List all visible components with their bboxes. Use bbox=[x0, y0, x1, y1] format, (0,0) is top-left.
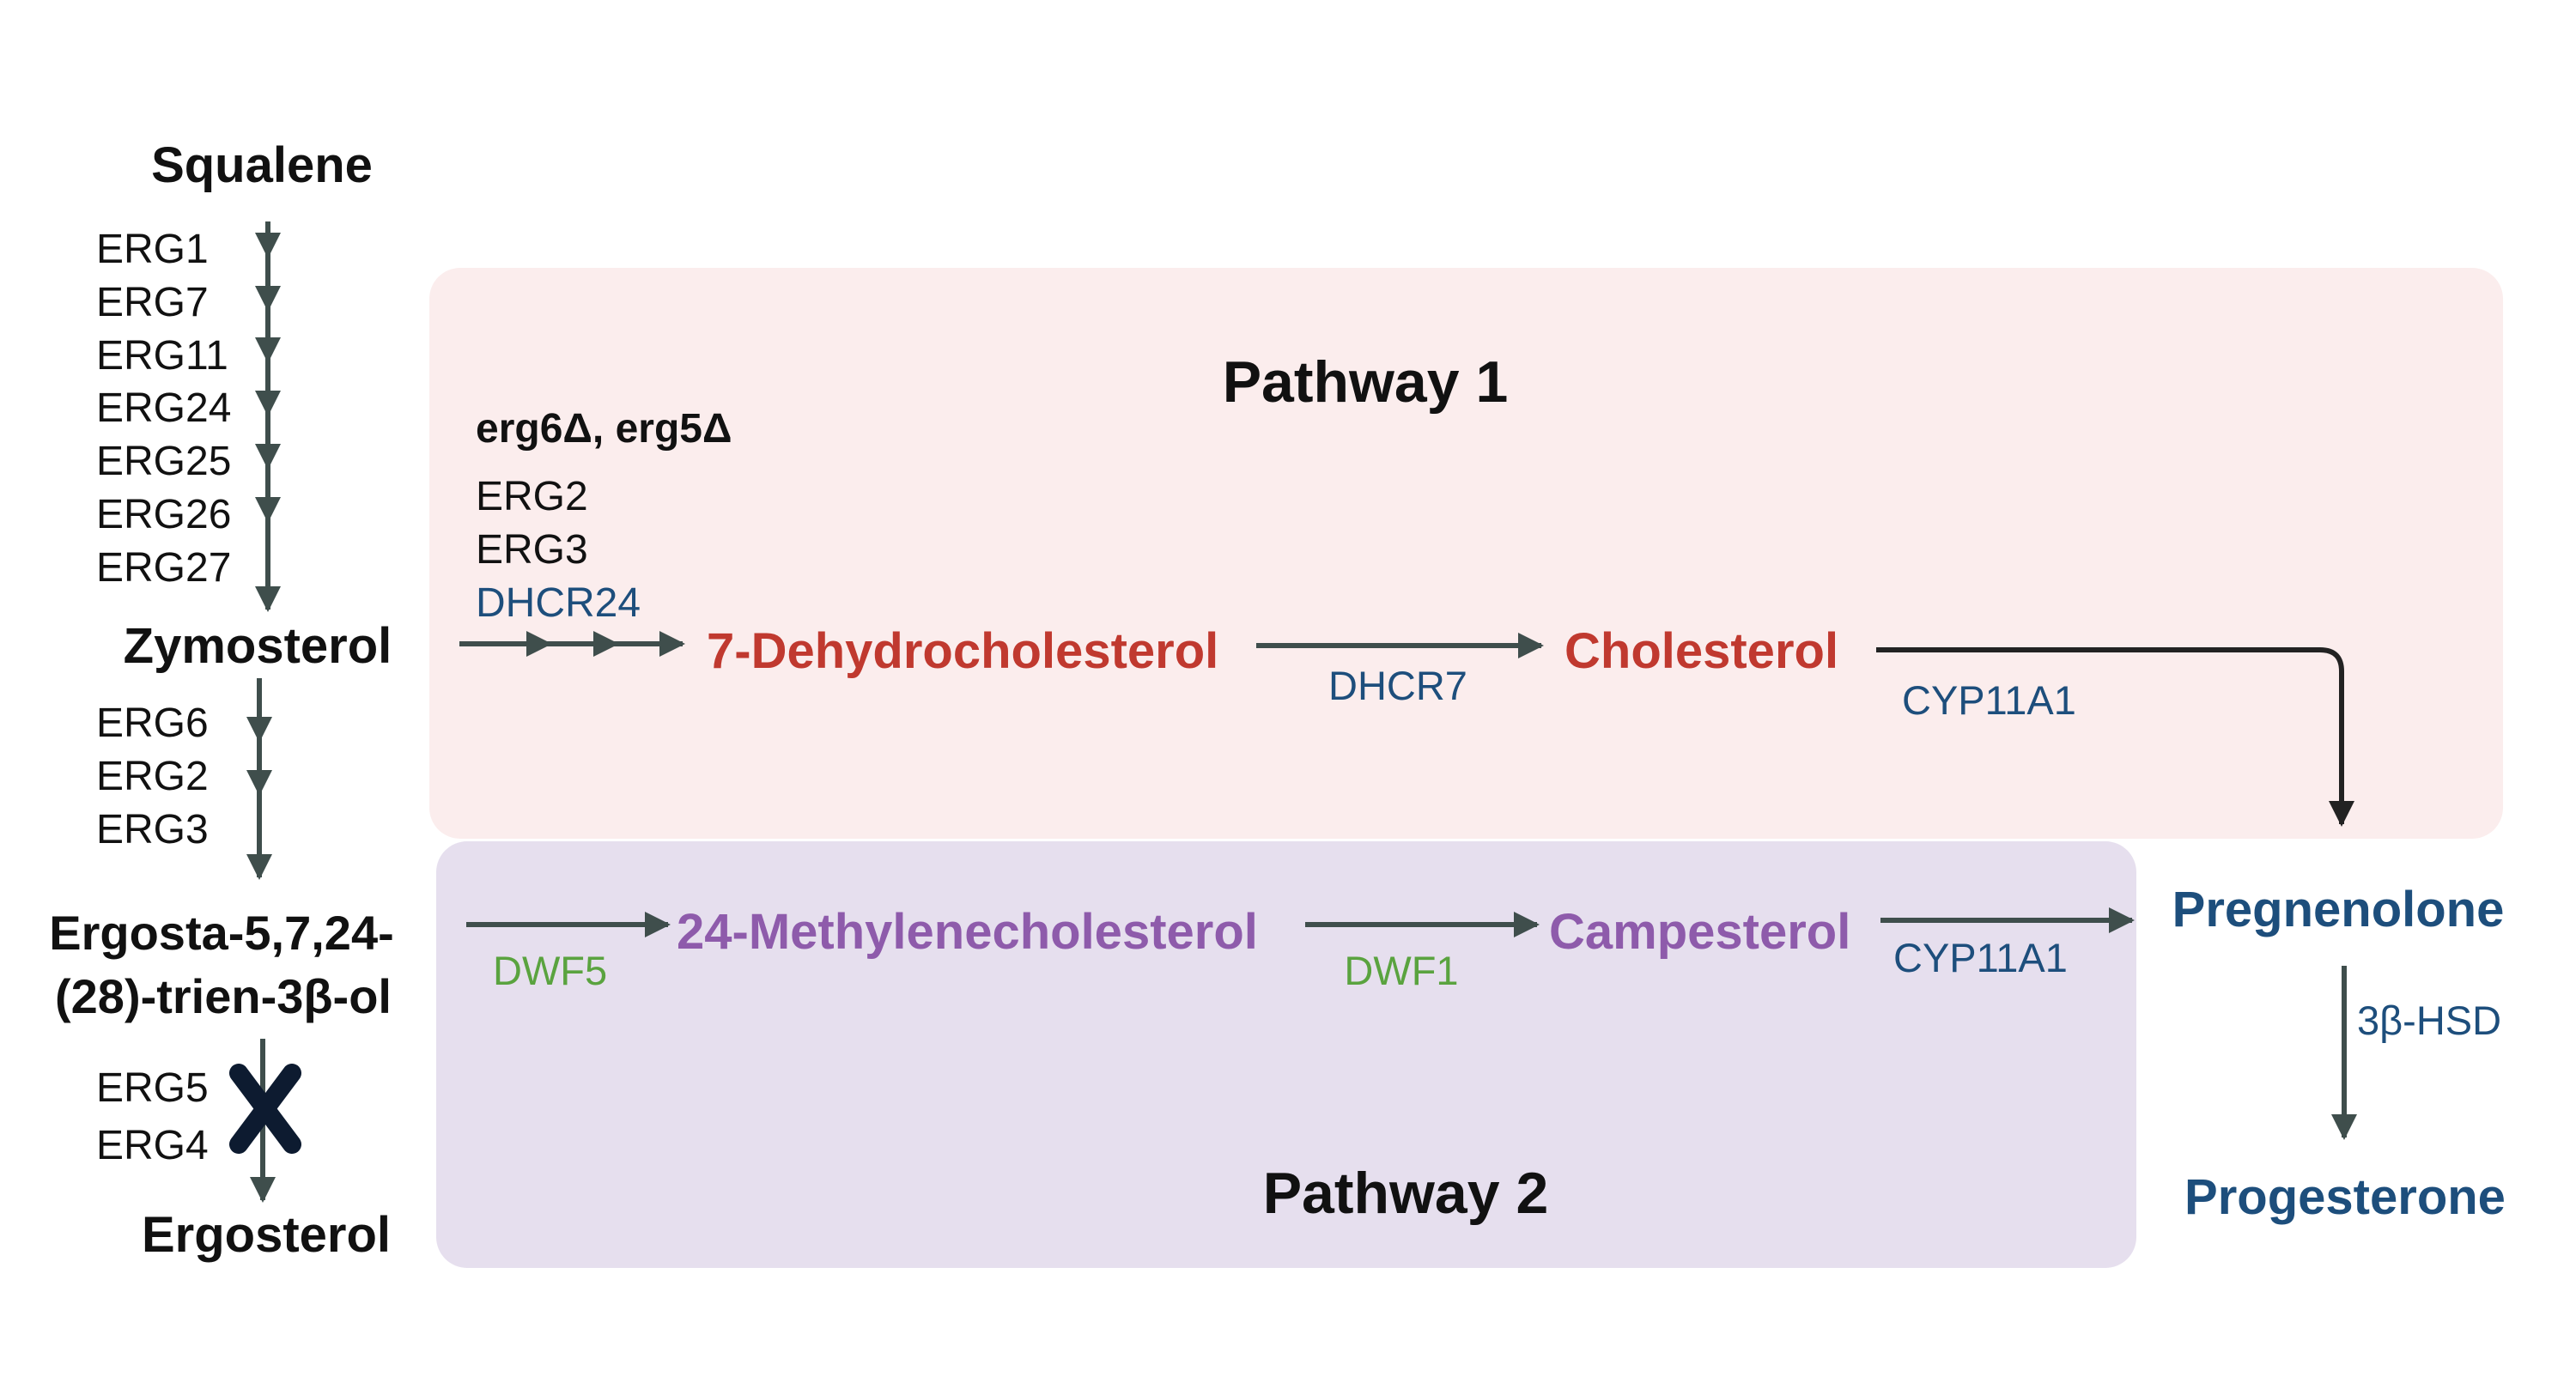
dwf5-label: DWF5 bbox=[493, 948, 607, 993]
hsd-label: 3β-HSD bbox=[2357, 998, 2501, 1043]
campesterol-label: Campesterol bbox=[1549, 904, 1850, 960]
enzyme-erg24: ERG24 bbox=[96, 385, 231, 431]
enzyme-erg7: ERG7 bbox=[96, 280, 209, 325]
ergosterol-label: Ergosterol bbox=[142, 1207, 391, 1263]
top-enzyme-labels: ERG1 ERG7 ERG11 ERG24 ERG25 ERG26 ERG27 bbox=[96, 227, 231, 591]
ergosta-label-line1: Ergosta-5,7,24- bbox=[49, 906, 394, 960]
bottom-enzyme-labels: ERG5 ERG4 bbox=[96, 1065, 209, 1168]
dhcr7-label: DHCR7 bbox=[1328, 663, 1467, 708]
pathway2-panel bbox=[436, 841, 2136, 1268]
enzyme-erg4: ERG4 bbox=[96, 1123, 209, 1168]
cholesterol-to-pregnenolone-arrow bbox=[1876, 647, 2354, 827]
dehydrocholesterol-label: 7-Dehydrocholesterol bbox=[707, 623, 1218, 679]
enzyme-erg11: ERG11 bbox=[96, 333, 228, 379]
pathway1-cyp11a1-label: CYP11A1 bbox=[1902, 677, 2076, 723]
zymosterol-label: Zymosterol bbox=[124, 618, 392, 674]
pathway1-enzyme-erg3: ERG3 bbox=[476, 527, 588, 573]
pathway1-enzyme-dhcr24: DHCR24 bbox=[476, 580, 641, 626]
mid-enzyme-labels: ERG6 ERG2 ERG3 bbox=[96, 701, 209, 852]
pathway2-cyp11a1-label: CYP11A1 bbox=[1893, 935, 2068, 980]
enzyme-erg25: ERG25 bbox=[96, 439, 231, 484]
pathway1-title: Pathway 1 bbox=[1223, 349, 1509, 415]
pathway1-knockout: erg6Δ, erg5Δ bbox=[476, 406, 732, 452]
squalene-label: Squalene bbox=[151, 137, 373, 193]
pregnenolone-label: Pregnenolone bbox=[2172, 882, 2505, 937]
enzyme-erg5: ERG5 bbox=[96, 1065, 209, 1111]
enzyme-erg1: ERG1 bbox=[96, 227, 209, 272]
block-cross-icon bbox=[229, 1064, 301, 1154]
enzyme-erg27: ERG27 bbox=[96, 545, 231, 591]
ergosta-label-line2: (28)-trien-3β-ol bbox=[55, 969, 392, 1023]
enzyme-erg2: ERG2 bbox=[96, 754, 209, 799]
pathway1-enzyme-erg2: ERG2 bbox=[476, 474, 588, 519]
methylenecholesterol-label: 24-Methylenecholesterol bbox=[677, 904, 1258, 960]
progesterone-label: Progesterone bbox=[2184, 1169, 2506, 1225]
dwf1-label: DWF1 bbox=[1344, 948, 1458, 993]
cholesterol-label: Cholesterol bbox=[1564, 623, 1838, 679]
enzyme-erg26: ERG26 bbox=[96, 492, 231, 537]
enzyme-erg3: ERG3 bbox=[96, 807, 209, 852]
pathway2-title: Pathway 2 bbox=[1263, 1161, 1549, 1226]
pathway1-panel bbox=[429, 268, 2503, 839]
enzyme-erg6: ERG6 bbox=[96, 701, 209, 746]
